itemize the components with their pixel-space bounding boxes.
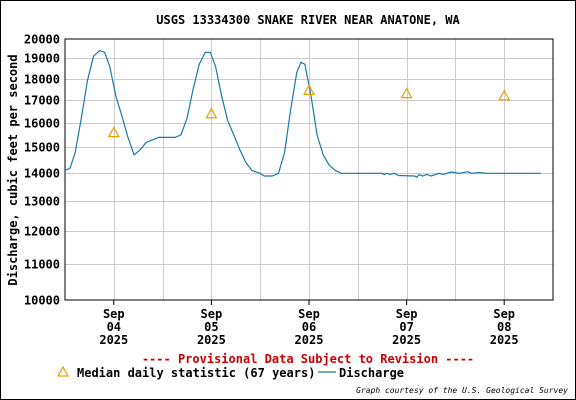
x-tick-day: 08 [497, 320, 511, 334]
y-tick-label: 19000 [24, 52, 60, 66]
y-axis-ticks: 10000 11000 12000 13000 14000 15000 16000 17000… [24, 33, 60, 308]
y-tick-label: 16000 [24, 117, 60, 131]
provisional-note: ---- Provisional Data Subject to Revisio… [142, 352, 474, 366]
credit-text: Graph courtesy of the U.S. Geological Su… [356, 386, 568, 395]
y-tick-label: 13000 [24, 195, 60, 209]
grid-lines [65, 39, 553, 300]
median-marker [302, 84, 316, 95]
series-layer [64, 49, 541, 178]
y-tick-label: 18000 [24, 73, 60, 87]
y-tick-label: 15000 [24, 141, 60, 155]
y-tick-label: 11000 [24, 258, 60, 272]
y-tick-label: 10000 [24, 294, 60, 308]
x-tick-year: 2025 [197, 333, 226, 347]
x-tick-month: Sep [493, 307, 515, 321]
median-marker [107, 126, 120, 138]
median-marker [205, 107, 218, 119]
legend-median-marker [56, 365, 70, 377]
y-tick-label: 20000 [24, 33, 60, 47]
x-axis-ticks: Sep042025Sep052025Sep062025Sep072025Sep0… [99, 300, 519, 347]
legend-discharge-label: Discharge [339, 366, 404, 380]
x-tick-month: Sep [396, 307, 418, 321]
y-tick-label: 14000 [24, 167, 60, 181]
y-tick-label: 12000 [24, 225, 60, 239]
x-tick-year: 2025 [99, 333, 128, 347]
x-tick-day: 04 [107, 320, 121, 334]
y-axis-label: Discharge, cubic feet per second [6, 54, 20, 285]
x-tick-month: Sep [298, 307, 320, 321]
legend: Median daily statistic (67 years) Discha… [56, 365, 404, 380]
x-tick-year: 2025 [490, 333, 519, 347]
discharge-line [64, 49, 541, 178]
y-tick-label: 17000 [24, 94, 60, 108]
x-tick-month: Sep [103, 307, 125, 321]
chart-title: USGS 13334300 SNAKE RIVER NEAR ANATONE, … [156, 13, 460, 27]
legend-median-label: Median daily statistic (67 years) [77, 366, 315, 380]
x-tick-day: 05 [204, 320, 218, 334]
median-marker [498, 89, 511, 101]
median-marker [400, 87, 413, 99]
x-tick-year: 2025 [295, 333, 324, 347]
x-tick-day: 06 [302, 320, 316, 334]
x-tick-month: Sep [201, 307, 223, 321]
x-tick-day: 07 [399, 320, 413, 334]
x-tick-year: 2025 [392, 333, 421, 347]
